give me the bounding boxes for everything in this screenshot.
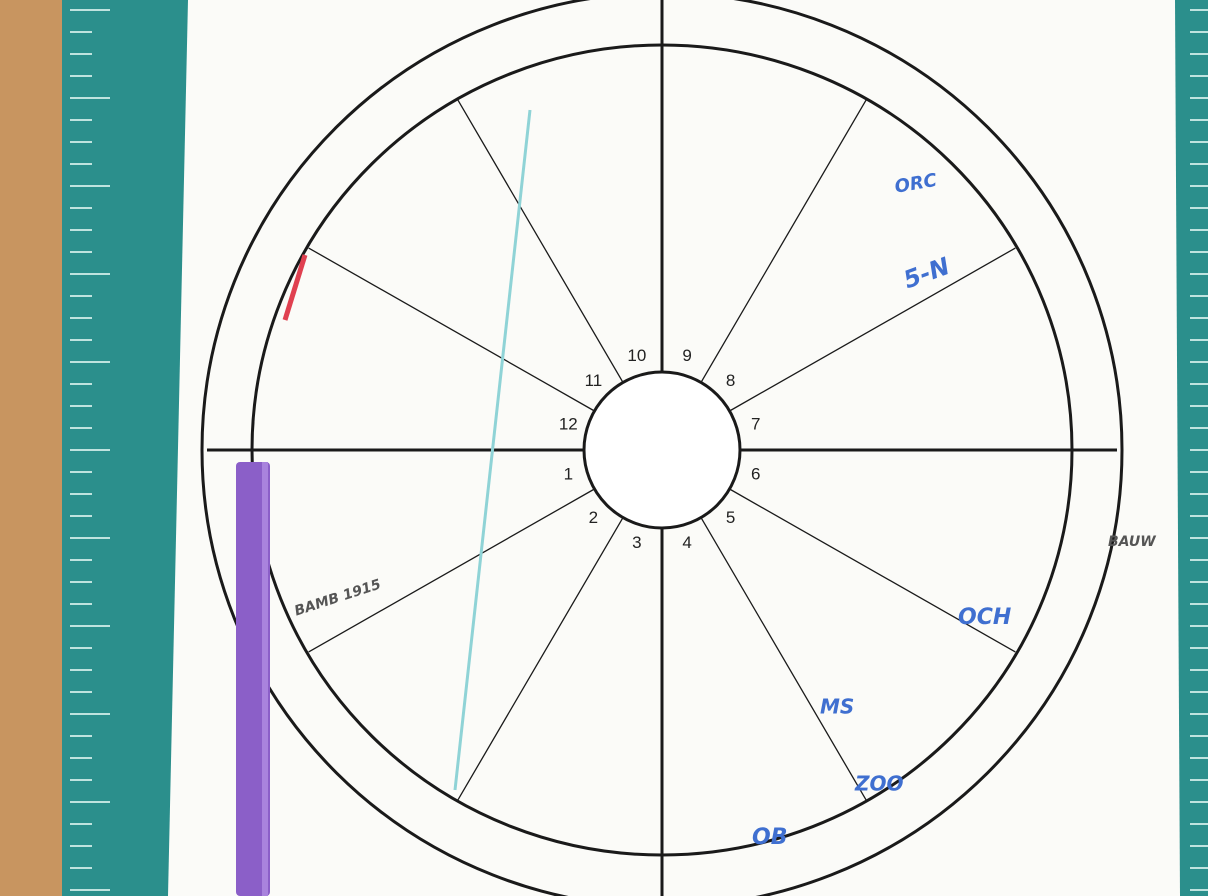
house-number: 7 <box>751 414 760 433</box>
handwritten-note: OCH <box>958 605 1011 630</box>
handwritten-note: MS <box>820 695 854 719</box>
house-number: 6 <box>751 465 760 484</box>
house-number: 9 <box>682 346 691 365</box>
center-circle <box>584 372 740 528</box>
handwritten-note: OB <box>752 825 787 850</box>
handwritten-note: ZOO <box>854 772 904 796</box>
house-number: 2 <box>589 508 598 527</box>
pen-highlight <box>262 462 268 896</box>
page: 123456789101112 5-NORCMSOBOCHZOOBAUWBAMB… <box>0 0 1208 896</box>
wood-table <box>0 0 62 896</box>
house-number: 11 <box>585 371 603 390</box>
house-number: 10 <box>627 346 646 365</box>
house-number: 8 <box>726 371 735 390</box>
house-number: 4 <box>682 533 691 552</box>
handwritten-note: BAUW <box>1108 534 1156 550</box>
house-number: 1 <box>564 465 573 484</box>
house-number: 3 <box>632 533 641 552</box>
photo: 123456789101112 5-NORCMSOBOCHZOOBAUWBAMB… <box>0 0 1208 896</box>
house-number: 5 <box>726 508 735 527</box>
house-number: 12 <box>559 414 578 433</box>
